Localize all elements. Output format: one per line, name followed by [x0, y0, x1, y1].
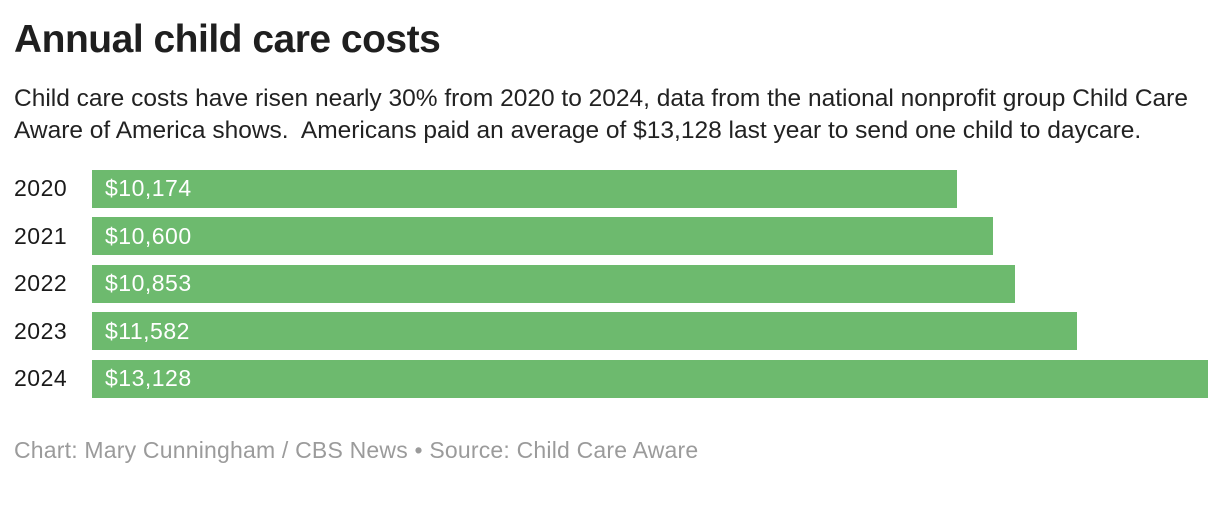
- chart-row: 2024 $13,128: [14, 359, 1208, 398]
- chart-row: 2021 $10,600: [14, 217, 1208, 256]
- year-label: 2022: [14, 270, 68, 297]
- bar-value-label: $10,600: [105, 222, 192, 249]
- chart-subtitle: Child care costs have risen nearly 30% f…: [14, 84, 1194, 144]
- bar: $10,600: [92, 217, 994, 256]
- bar-track: $11,582: [92, 312, 1208, 351]
- year-label: 2020: [14, 175, 68, 202]
- chart-rows: 2020 $10,174 2021 $10,600 2022 $10,853 2023 $11…: [14, 169, 1208, 398]
- bar-track: $10,174: [92, 169, 1208, 208]
- bar-value-label: $11,582: [105, 317, 190, 344]
- bar: $10,174: [92, 169, 957, 208]
- bar-value-label: $10,174: [105, 175, 192, 202]
- year-label: 2021: [14, 222, 68, 249]
- bar: $10,853: [92, 264, 1015, 303]
- bar: $13,128: [92, 359, 1208, 398]
- bar-track: $10,853: [92, 264, 1208, 303]
- year-label: 2023: [14, 317, 68, 344]
- bar-track: $10,600: [92, 217, 1208, 256]
- chart-row: 2022 $10,853: [14, 264, 1208, 303]
- bar-value-label: $13,128: [105, 365, 192, 392]
- bar: $11,582: [92, 312, 1077, 351]
- page-title: Annual child care costs: [14, 18, 441, 61]
- year-label: 2024: [14, 365, 68, 392]
- bar-value-label: $10,853: [105, 270, 192, 297]
- bar-chart: 2020 $10,174 2021 $10,600 2022 $10,853 2023 $11…: [14, 169, 1208, 398]
- bar-track: $13,128: [92, 359, 1208, 398]
- chart-row: 2020 $10,174: [14, 169, 1208, 208]
- chart-row: 2023 $11,582: [14, 312, 1208, 351]
- chart-credit: Chart: Mary Cunningham / CBS News • Sour…: [14, 436, 699, 463]
